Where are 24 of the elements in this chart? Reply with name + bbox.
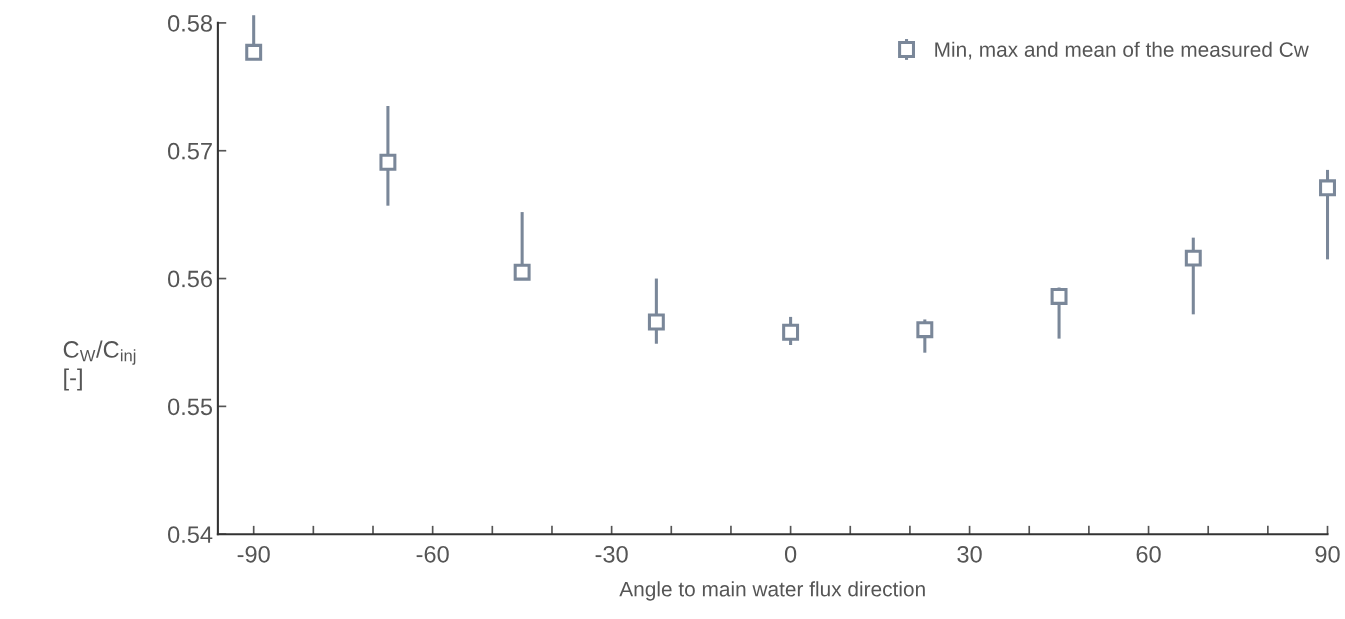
y-tick-label: 0.55 — [168, 398, 213, 416]
x-tick-label: 90 — [1315, 545, 1340, 563]
point — [782, 323, 800, 341]
point — [1319, 179, 1336, 197]
x-tick-label: -60 — [416, 545, 449, 563]
x-tick-label: -90 — [237, 545, 270, 563]
text: C$_{W}$/C$_{inj}$ [-] — [63, 340, 136, 391]
y-tick-label: 0.56 — [168, 270, 212, 288]
y-tick-label: 0.58 — [168, 14, 213, 32]
point — [916, 321, 934, 339]
point — [245, 43, 263, 61]
point — [1050, 287, 1068, 305]
x-axis-title: Angle to main water flux direction — [619, 581, 925, 601]
x-tick-label: 60 — [1136, 545, 1161, 563]
legend-label: Min, max and mean of the measured Cw — [935, 41, 1309, 60]
point — [647, 313, 665, 331]
x-tick-label: -30 — [595, 545, 628, 563]
y-tick-label: 0.54 — [168, 526, 213, 543]
point — [379, 153, 397, 171]
point — [1184, 249, 1202, 267]
point — [513, 263, 531, 281]
x-tick-label: 0 — [784, 545, 797, 563]
y-tick-label: 0.57 — [168, 142, 212, 160]
x-tick-label: 30 — [957, 545, 982, 563]
